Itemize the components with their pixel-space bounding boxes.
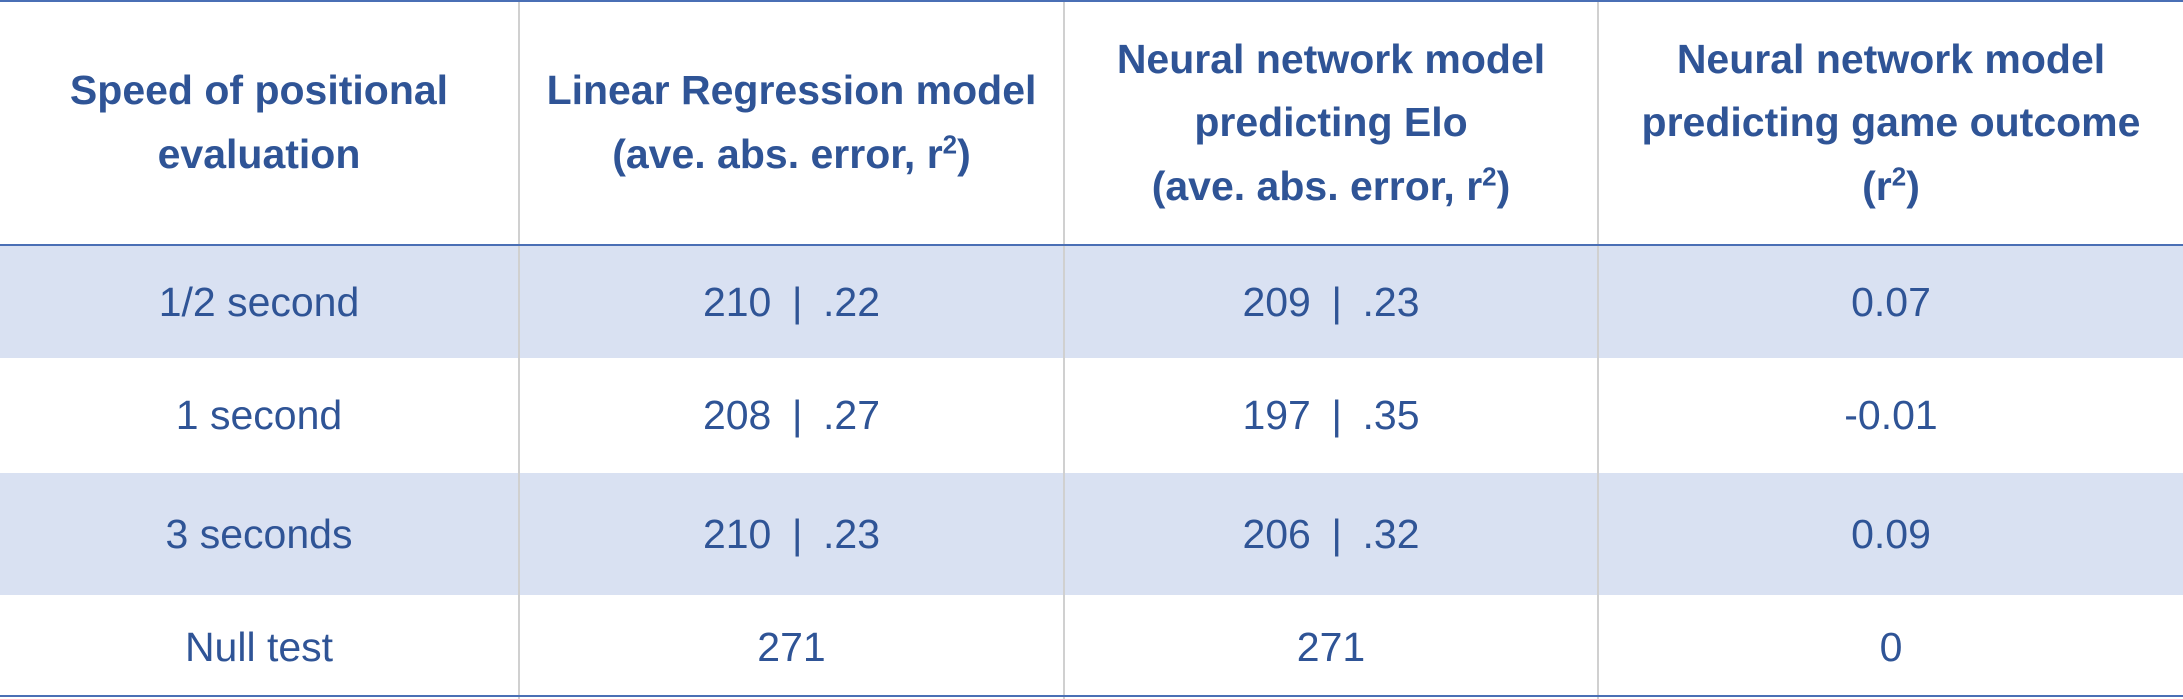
table-row: 1/2 second 210 | .22 209 | .23 0.07 — [0, 245, 2183, 358]
lr-error-value: 208 — [702, 392, 772, 438]
header-speed-line2: evaluation — [157, 131, 361, 177]
table-row: 3 seconds 210 | .23 206 | .32 0.09 — [0, 473, 2183, 595]
header-nn-elo-line1: Neural network model — [1116, 35, 1546, 82]
header-speed: Speed of positional evaluation — [0, 2, 519, 246]
value-separator: | — [1331, 392, 1343, 438]
header-nn-elo-line3-close: ) — [1496, 162, 1511, 209]
header-nn-outcome-line2: predicting game outcome — [1641, 99, 2141, 146]
nn-elo-cell: 271 — [1063, 595, 1598, 699]
header-nn-elo-line3: (ave. abs. error, r2) — [1073, 155, 1589, 219]
header-nn-outcome-line3-close: ) — [1906, 162, 1920, 209]
header-linear-regression: Linear Regression model (ave. abs. error… — [518, 2, 1064, 246]
lr-error-value: 210 — [702, 278, 772, 325]
value-separator: | — [791, 278, 803, 325]
nn-error-value: 197 — [1242, 392, 1311, 438]
nn-r2-value: .32 — [1362, 510, 1420, 557]
header-nn-outcome-superscript: 2 — [1891, 161, 1907, 192]
nn-error-value: 206 — [1242, 510, 1311, 557]
nn-r2-value: .35 — [1362, 392, 1420, 438]
header-lr-line2-close: ) — [957, 131, 971, 177]
header-lr-line2: (ave. abs. error, r2) — [528, 123, 1055, 187]
lr-cell: 208 | .27 — [518, 358, 1064, 473]
lr-error-value: 210 — [702, 510, 772, 557]
header-nn-outcome: Neural network model predicting game out… — [1597, 2, 2183, 246]
value-separator: | — [1331, 278, 1343, 325]
lr-cell: 271 — [518, 595, 1064, 699]
nn-elo-cell: 206 | .32 — [1063, 473, 1598, 595]
lr-r2-value: .27 — [823, 392, 881, 438]
header-speed-line1: Speed of positional — [69, 67, 449, 114]
header-lr-line2-text: (ave. abs. error, r — [612, 131, 943, 177]
table-row: 1 second 208 | .27 197 | .35 -0.01 — [0, 358, 2183, 473]
table-row: Null test 271 271 0 — [0, 595, 2183, 699]
outcome-r2-cell: -0.01 — [1597, 358, 2183, 473]
value-separator: | — [1331, 510, 1343, 557]
header-nn-outcome-line1: Neural network model — [1676, 35, 2106, 82]
lr-r2-value: .22 — [823, 278, 881, 325]
header-nn-outcome-line3: (r2) — [1607, 155, 2175, 219]
lr-cell: 210 | .23 — [518, 473, 1064, 595]
header-nn-elo-line2: predicting Elo — [1194, 99, 1468, 146]
header-nn-elo-line3-text: (ave. abs. error, r — [1151, 162, 1483, 209]
header-lr-superscript: 2 — [942, 129, 958, 160]
header-row: Speed of positional evaluation Linear Re… — [0, 2, 2183, 246]
lr-r2-value: .23 — [823, 510, 881, 557]
outcome-r2-cell: 0 — [1597, 595, 2183, 699]
outcome-r2-cell: 0.07 — [1597, 245, 2183, 358]
header-lr-line1: Linear Regression model — [546, 67, 1037, 114]
value-separator: | — [791, 392, 803, 438]
header-nn-elo-superscript: 2 — [1482, 161, 1497, 192]
lr-cell: 210 | .22 — [518, 245, 1064, 358]
nn-elo-cell: 209 | .23 — [1063, 245, 1598, 358]
nn-r2-value: .23 — [1362, 278, 1420, 325]
value-separator: | — [791, 510, 803, 557]
nn-error-value: 209 — [1242, 278, 1311, 325]
outcome-r2-cell: 0.09 — [1597, 473, 2183, 595]
speed-cell: 1/2 second — [0, 245, 519, 358]
speed-cell: Null test — [0, 595, 519, 699]
table-bottom-rule — [0, 695, 2183, 697]
nn-elo-cell: 197 | .35 — [1063, 358, 1598, 473]
speed-cell: 1 second — [0, 358, 519, 473]
header-nn-outcome-line3-text: (r — [1862, 162, 1892, 209]
speed-cell: 3 seconds — [0, 473, 519, 595]
header-nn-elo: Neural network model predicting Elo (ave… — [1063, 2, 1598, 246]
